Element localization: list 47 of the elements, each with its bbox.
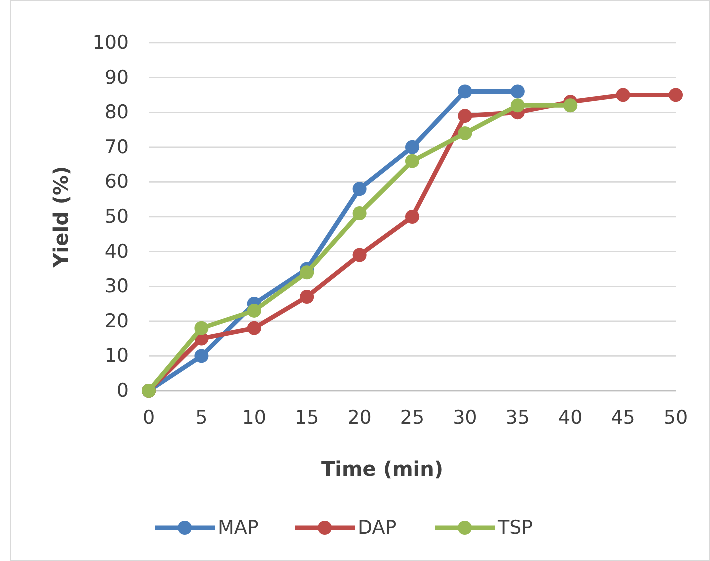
point — [406, 154, 420, 168]
point — [194, 321, 209, 336]
y-tick-label: 100 — [92, 32, 129, 54]
y-tick-label: 40 — [104, 240, 129, 263]
point — [247, 321, 262, 336]
point — [352, 248, 367, 262]
y-tick-label: 0 — [116, 380, 129, 402]
x-tick-label: 25 — [400, 407, 425, 429]
legend-label: TSP — [497, 517, 534, 539]
y-axis-title: Yield (%) — [49, 166, 73, 269]
legend-label: DAP — [358, 517, 397, 539]
y-tick-label: 50 — [104, 206, 129, 228]
y-tick-label: 10 — [104, 345, 129, 368]
point — [458, 84, 472, 99]
point — [458, 126, 472, 140]
x-axis-title: Time (min) — [321, 457, 444, 481]
point — [194, 349, 209, 364]
point — [510, 98, 525, 113]
x-tick-label: 35 — [506, 407, 530, 429]
y-tick-label: 70 — [104, 136, 129, 158]
point — [406, 140, 420, 154]
y-tick-label: 30 — [104, 276, 129, 298]
x-tick-label: 45 — [611, 407, 636, 429]
x-tick-label: 30 — [453, 407, 478, 429]
point — [352, 206, 367, 221]
point — [300, 290, 314, 304]
point — [406, 210, 420, 224]
y-tick-label: 20 — [104, 310, 129, 332]
x-tick-label: 20 — [348, 407, 372, 429]
point — [510, 84, 525, 99]
point — [300, 266, 314, 280]
x-tick-label: 50 — [664, 407, 688, 429]
x-tick-label: 40 — [558, 407, 583, 429]
y-tick-label: 80 — [104, 102, 129, 124]
point — [616, 88, 630, 102]
x-tick-label: 15 — [295, 407, 320, 429]
legend-label: MAP — [218, 517, 259, 539]
point — [247, 304, 262, 318]
point — [458, 109, 472, 124]
y-tick-label: 60 — [104, 171, 129, 194]
x-tick-label: 10 — [242, 407, 266, 429]
point — [669, 88, 683, 102]
x-tick-label: 5 — [196, 407, 208, 429]
y-tick-label: 90 — [104, 66, 129, 89]
x-tick-label: 0 — [142, 407, 156, 429]
point — [352, 182, 367, 196]
point — [564, 98, 578, 113]
